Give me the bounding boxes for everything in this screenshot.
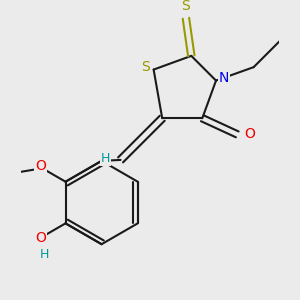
Text: O: O [244,128,255,141]
Text: H: H [101,152,110,165]
Text: N: N [219,71,229,85]
Text: H: H [40,248,50,261]
Text: S: S [182,0,190,13]
Text: S: S [141,60,150,74]
Text: O: O [35,159,46,172]
Text: O: O [35,231,46,245]
